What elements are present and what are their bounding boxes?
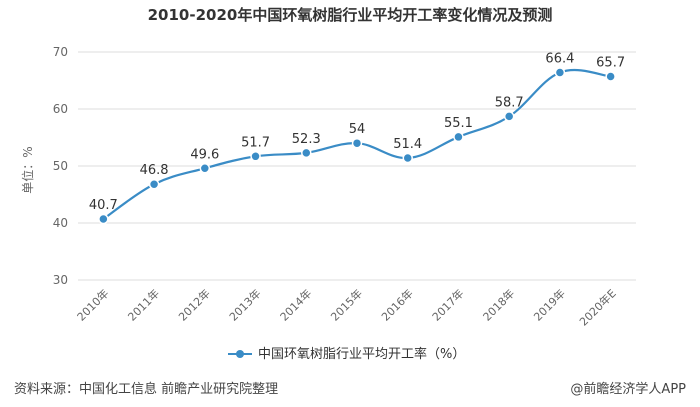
data-point [148, 178, 160, 190]
data-label: 66.4 [545, 52, 574, 67]
data-label: 49.6 [190, 147, 219, 162]
x-tick-label: 2015年 [328, 286, 365, 323]
data-point [605, 71, 616, 82]
x-tick-label: 2020年E [576, 286, 618, 328]
data-labels: 40.7 46.8 49.6 51.7 52.3 54 51.4 55.1 58.7 66.4 65… [89, 52, 625, 213]
data-point [351, 137, 363, 149]
y-tick-label: 30 [53, 273, 68, 287]
x-tick-label: 2013年 [226, 286, 263, 323]
data-point [453, 131, 464, 143]
legend: 中国环氧树脂行业平均开工率（%） [228, 346, 465, 362]
line-chart: 30 40 50 60 70 单位：% 2010年 2011年 2012年 2013年 2014… [20, 45, 636, 362]
data-label: 51.4 [393, 137, 422, 152]
y-tick-label: 50 [53, 159, 68, 173]
y-axis-label: 单位：% [20, 146, 35, 193]
data-point [301, 147, 312, 159]
y-tick-label: 40 [53, 216, 68, 230]
data-label: 46.8 [140, 163, 169, 178]
data-label: 65.7 [596, 56, 625, 71]
data-point [250, 151, 261, 162]
data-label: 54 [349, 122, 366, 137]
x-tick-label: 2011年 [125, 286, 162, 323]
data-point [199, 163, 211, 174]
data-label: 52.3 [292, 132, 321, 147]
data-label: 51.7 [241, 135, 270, 150]
legend-marker [236, 350, 244, 358]
source-note: 资料来源：中国化工信息 前瞻产业研究院整理 [14, 382, 279, 397]
data-point [402, 152, 413, 164]
y-tick-label: 70 [53, 45, 68, 59]
y-tick-label: 60 [53, 102, 68, 116]
x-tick-label: 2017年 [429, 286, 466, 323]
x-tick-label: 2016年 [378, 286, 415, 323]
x-tick-label: 2018年 [480, 286, 517, 323]
gridlines [78, 51, 636, 281]
x-tick-label: 2014年 [277, 286, 314, 323]
legend-label: 中国环氧树脂行业平均开工率（%） [258, 346, 465, 362]
data-point [554, 67, 566, 78]
brand-note: @前瞻经济学人APP [570, 382, 686, 397]
chart-title: 2010-2020年中国环氧树脂行业平均开工率变化情况及预测 [147, 6, 553, 24]
x-tick-label: 2012年 [175, 286, 212, 323]
x-tick-label: 2010年 [74, 286, 111, 323]
data-label: 40.7 [89, 198, 118, 213]
y-axis-ticks: 30 40 50 60 70 [53, 45, 68, 287]
data-point [98, 213, 109, 225]
x-axis-ticks: 2010年 2011年 2012年 2013年 2014年 2015年 2016年 2017年… [74, 286, 619, 328]
data-points [98, 67, 616, 225]
data-label: 55.1 [444, 116, 473, 131]
data-label: 58.7 [495, 95, 524, 110]
data-point [503, 111, 515, 122]
x-tick-label: 2019年 [531, 286, 568, 323]
